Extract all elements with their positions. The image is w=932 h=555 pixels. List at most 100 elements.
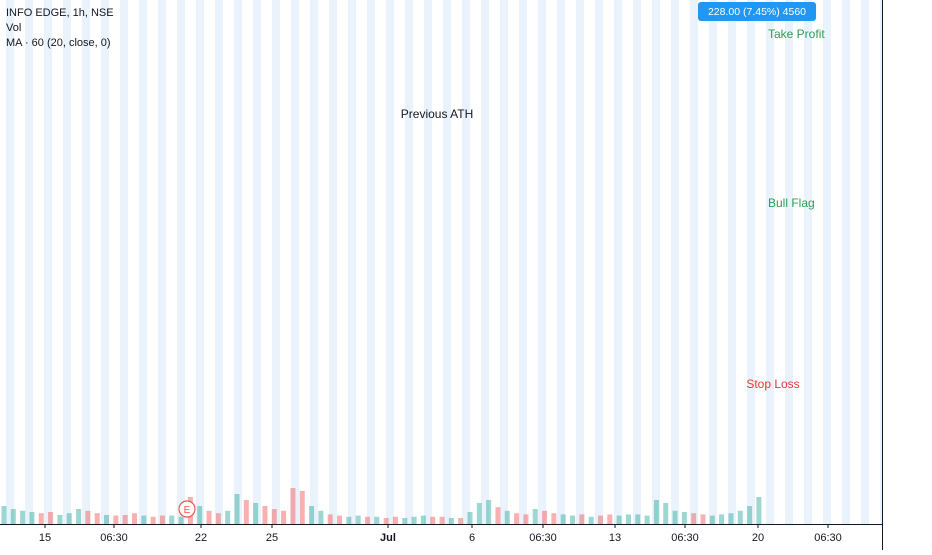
grid-band xyxy=(215,0,223,524)
volume-bar xyxy=(560,514,566,524)
take-profit-label: Take Profit xyxy=(768,27,825,41)
grid-band xyxy=(367,0,375,524)
grid-band xyxy=(310,0,318,524)
volume-bar xyxy=(355,515,361,524)
volume-bar xyxy=(85,510,91,524)
ma-label: MA · 60 (20, close, 0) xyxy=(6,37,111,49)
time-tick-label: 25 xyxy=(266,532,278,544)
volume-bar xyxy=(48,512,54,524)
time-tick-label: 20 xyxy=(752,532,764,544)
volume-bar xyxy=(709,515,715,524)
volume-bar xyxy=(737,510,743,524)
grid-band xyxy=(576,0,584,524)
time-tick-label: 15 xyxy=(39,532,51,544)
volume-bar xyxy=(420,515,426,524)
volume-bar xyxy=(402,518,408,524)
volume-bar xyxy=(625,514,631,524)
grid-band xyxy=(63,0,71,524)
grid-band xyxy=(481,0,489,524)
grid-band xyxy=(500,0,508,524)
volume-bar xyxy=(20,510,26,524)
volume-bar xyxy=(411,516,417,524)
volume-bar xyxy=(486,500,492,524)
grid-band xyxy=(595,0,603,524)
time-axis-background xyxy=(0,524,882,550)
volume-bar xyxy=(374,516,380,524)
volume-bar xyxy=(1,506,7,524)
volume-bar xyxy=(346,516,352,524)
volume-bar xyxy=(607,514,613,524)
time-tick-label: 22 xyxy=(195,532,207,544)
time-tick-label: 06:30 xyxy=(671,532,699,544)
volume-bar xyxy=(169,515,175,524)
volume-bar xyxy=(728,513,734,524)
grid-band xyxy=(557,0,565,524)
volume-bar xyxy=(76,509,82,524)
grid-band xyxy=(272,0,280,524)
target-badge xyxy=(698,2,816,21)
volume-bar xyxy=(691,513,697,524)
volume-bar xyxy=(663,503,669,524)
volume-bar xyxy=(392,516,398,524)
time-tick-label: 06:30 xyxy=(100,532,128,544)
volume-bar xyxy=(94,513,100,524)
price-axis: 2600.002640.002680.002720.002760.002800.… xyxy=(882,0,932,550)
volume-bar xyxy=(122,515,128,524)
grid-band xyxy=(177,0,185,524)
volume-bar xyxy=(644,515,650,524)
grid-band xyxy=(101,0,109,524)
time-tick-label: Jul xyxy=(380,532,396,544)
grid-band xyxy=(158,0,166,524)
grid-band xyxy=(405,0,413,524)
grid-band xyxy=(443,0,451,524)
price-axis-background xyxy=(882,0,932,550)
grid-band xyxy=(785,0,793,524)
volume-bar xyxy=(383,518,389,524)
volume-bar xyxy=(430,516,436,524)
time-tick-label: 06:30 xyxy=(529,532,557,544)
volume-label: Vol xyxy=(6,22,22,34)
time-axis: 15 06:30 22 25 Jul 6 06:30 13 06:30 20 06:30 xyxy=(0,524,883,550)
grid-band xyxy=(253,0,261,524)
grid-band xyxy=(804,0,812,524)
volume-bar xyxy=(448,518,454,524)
grid-band xyxy=(424,0,432,524)
volume-bar xyxy=(262,506,268,524)
grid-band xyxy=(386,0,394,524)
volume-bar xyxy=(495,507,501,524)
volume-bar xyxy=(700,514,706,524)
annotations: Previous ATH Take Profit Bull Flag Stop Los… xyxy=(178,2,825,518)
volume-bar xyxy=(197,506,203,524)
grid-band xyxy=(709,0,717,524)
grid-band xyxy=(671,0,679,524)
volume-bar xyxy=(597,515,603,524)
grid-band xyxy=(766,0,774,524)
grid-band xyxy=(842,0,850,524)
grid-band xyxy=(538,0,546,524)
volume-bars xyxy=(1,488,762,524)
volume-bar xyxy=(579,514,585,524)
volume-bar xyxy=(653,500,659,524)
volume-bar xyxy=(243,500,249,524)
volume-bar xyxy=(141,515,147,524)
grid-band xyxy=(348,0,356,524)
grid-band xyxy=(519,0,527,524)
volume-bar xyxy=(234,494,240,524)
volume-bar xyxy=(327,514,333,524)
volume-bar xyxy=(542,510,548,524)
volume-bar xyxy=(38,513,44,524)
volume-bar xyxy=(206,510,212,524)
grid-band xyxy=(139,0,147,524)
volume-bar xyxy=(532,509,538,524)
grid-band xyxy=(690,0,698,524)
grid-band xyxy=(823,0,831,524)
grid-band xyxy=(329,0,337,524)
volume-bar xyxy=(439,516,445,524)
grid-band xyxy=(44,0,52,524)
volume-bar xyxy=(29,512,35,524)
volume-bar xyxy=(159,515,165,524)
volume-bar xyxy=(225,510,231,524)
time-tick-label: 13 xyxy=(609,532,621,544)
